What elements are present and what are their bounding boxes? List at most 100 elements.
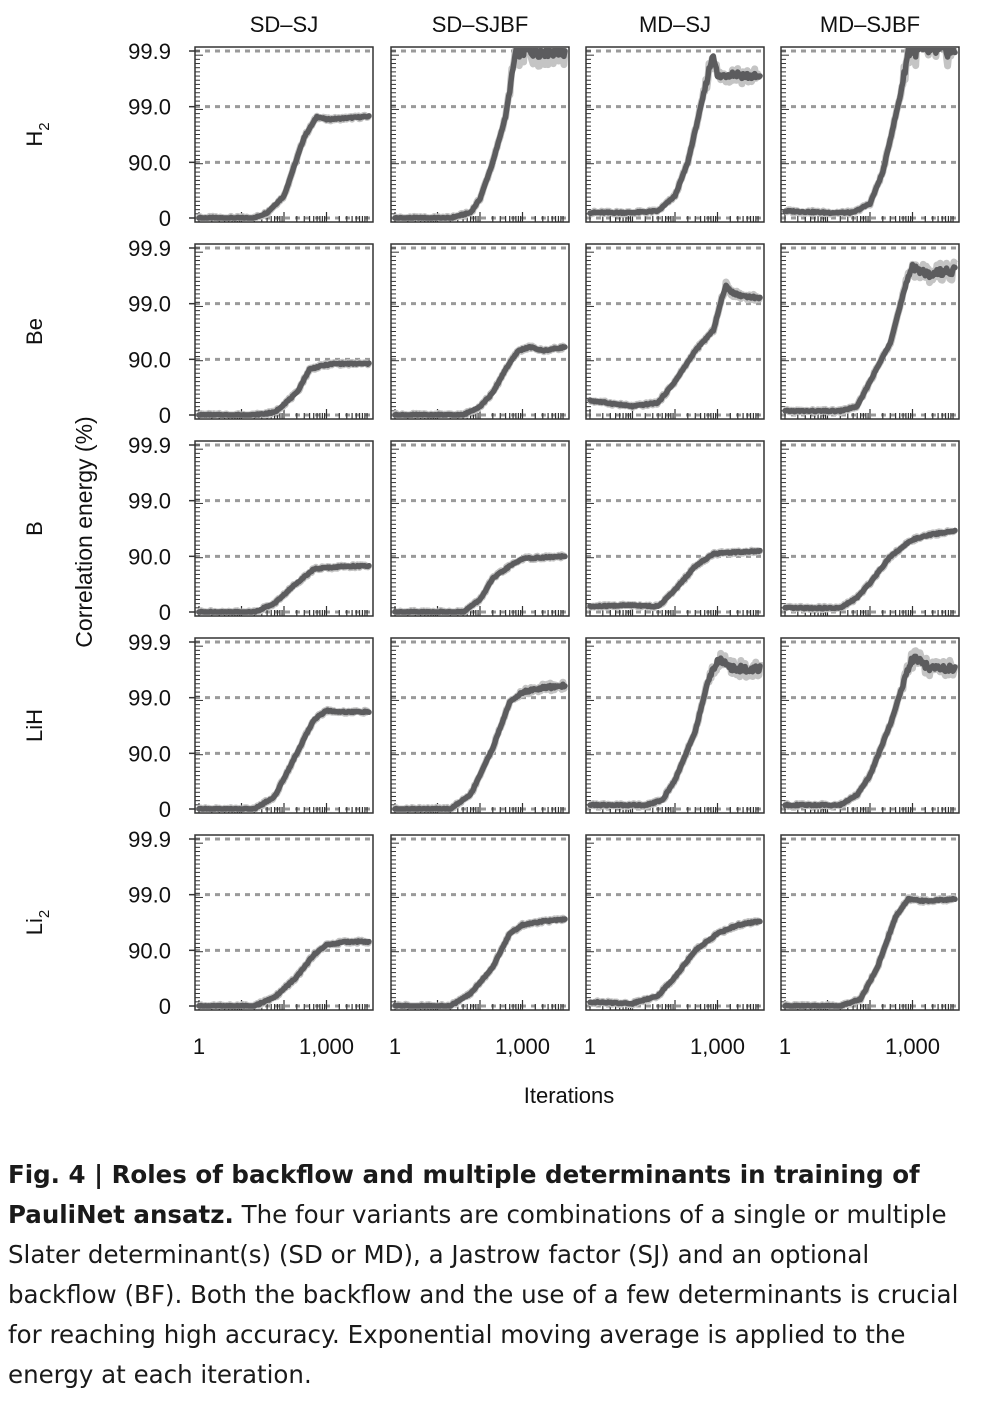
row-label-base: Li <box>22 918 47 935</box>
x-tick-label: 1 <box>584 1034 596 1059</box>
row-label-base: Be <box>22 318 47 345</box>
panel <box>780 637 960 814</box>
x-tick-label: 1 <box>193 1034 205 1059</box>
y-tick-label: 0 <box>159 994 171 1019</box>
panel-frame <box>390 834 570 1011</box>
x-tick-label: 1,000 <box>690 1034 745 1059</box>
panel <box>585 440 765 617</box>
panel-frame <box>585 440 765 617</box>
panel-frame <box>585 243 765 420</box>
series-raw-line <box>196 705 372 812</box>
series-average-line <box>587 282 763 410</box>
row-label: B <box>22 521 47 536</box>
series-average-line <box>196 938 372 1009</box>
y-tick-label: 0 <box>159 797 171 822</box>
column-header: SD–SJ <box>250 12 318 37</box>
series-raw-line <box>196 936 372 1009</box>
figure-grid: Correlation energy (%) Iterations SD–SJ S… <box>22 12 960 1108</box>
row-label: LiH <box>22 709 47 742</box>
x-axis-label: Iterations <box>524 1083 615 1108</box>
series-average-line <box>782 895 958 1009</box>
panel: 0 90.0 99.0 99.9 1 1,000 <box>128 827 374 1059</box>
y-tick-label: 90.0 <box>128 150 171 175</box>
panel-grid: SD–SJ SD–SJBF MD–SJ MD–SJBFH2BeBLiHLi2090.0… <box>22 12 960 1059</box>
y-tick-label: 0 <box>159 206 171 231</box>
y-tick-label: 99.0 <box>128 489 171 514</box>
panel-frame <box>390 440 570 617</box>
series-raw-line <box>782 258 958 417</box>
panel <box>780 440 960 617</box>
series-raw-line <box>587 278 763 411</box>
y-tick-label: 99.0 <box>128 292 171 317</box>
series-average-line <box>782 261 958 415</box>
y-tick-label: 99.9 <box>128 827 171 852</box>
row-label-base: B <box>22 521 47 536</box>
y-tick-label: 0 <box>159 403 171 428</box>
row-label: Be <box>22 318 47 345</box>
series-raw-line <box>587 917 763 1009</box>
y-tick-label: 90.0 <box>128 741 171 766</box>
panel-frame <box>780 834 960 1011</box>
caption-body: The four variants are combinations of a … <box>8 1200 959 1389</box>
series-average-line <box>392 916 568 1009</box>
y-tick-label: 99.9 <box>128 630 171 655</box>
panel-frame <box>585 46 765 223</box>
series-average-line <box>196 562 372 615</box>
series-average-line <box>196 360 372 418</box>
column-header: SD–SJBF <box>432 12 529 37</box>
y-tick-label: 0 <box>159 600 171 625</box>
panel-frame <box>194 440 374 617</box>
series-average-line <box>587 655 763 809</box>
series-raw-line <box>392 914 568 1009</box>
y-tick-label: 90.0 <box>128 347 171 372</box>
row-label: Li2 <box>22 910 53 935</box>
panel-frame <box>585 637 765 814</box>
series-average-line <box>587 918 763 1007</box>
panel <box>390 46 570 223</box>
row-label-base: LiH <box>22 709 47 742</box>
column-header: MD–SJ <box>639 12 711 37</box>
x-tick-label: 1,000 <box>885 1034 940 1059</box>
y-axis-label: Correlation energy (%) <box>71 416 97 647</box>
row-label: H2 <box>22 122 53 146</box>
y-tick-label: 99.0 <box>128 686 171 711</box>
panel: 1 1,000 <box>779 834 960 1059</box>
series-average-line <box>782 527 958 612</box>
panel <box>585 637 765 814</box>
panel <box>585 46 765 223</box>
panel-frame <box>390 243 570 420</box>
series-average-line <box>392 681 568 812</box>
panel: 1 1,000 <box>584 834 765 1059</box>
panel <box>390 637 570 814</box>
series-average-line <box>782 653 958 809</box>
caption-title: Fig. 4 | Roles of backflow and multiple … <box>8 1160 920 1229</box>
series-average-line <box>782 48 958 216</box>
panel-frame <box>780 440 960 617</box>
x-tick-label: 1 <box>389 1034 401 1059</box>
panel <box>390 243 570 420</box>
x-tick-label: 1,000 <box>299 1034 354 1059</box>
panel <box>780 243 960 420</box>
series-average-line <box>196 113 372 221</box>
panel: 1 1,000 <box>389 834 570 1059</box>
panel <box>390 440 570 617</box>
series-raw-line <box>782 894 958 1009</box>
figure-caption: Fig. 4 | Roles of backflow and multiple … <box>8 1155 983 1395</box>
panel-frame <box>194 834 374 1011</box>
y-tick-label: 99.9 <box>128 236 171 261</box>
row-label-subscript: 2 <box>36 910 53 918</box>
panel-frame <box>194 46 374 223</box>
panel-frame <box>194 637 374 814</box>
panel-frame <box>780 243 960 420</box>
series-average-line <box>392 343 568 418</box>
series-raw-line <box>392 678 568 812</box>
panel: 0 90.0 99.0 99.9 <box>128 433 374 625</box>
panel-frame <box>585 834 765 1011</box>
panel-frame <box>780 46 960 223</box>
row-label-base: H <box>22 131 47 147</box>
series-average-line <box>196 707 372 812</box>
series-raw-line <box>587 546 763 612</box>
panel: 0 90.0 99.0 99.9 <box>128 630 374 822</box>
panel-frame <box>390 637 570 814</box>
y-tick-label: 99.0 <box>128 95 171 120</box>
